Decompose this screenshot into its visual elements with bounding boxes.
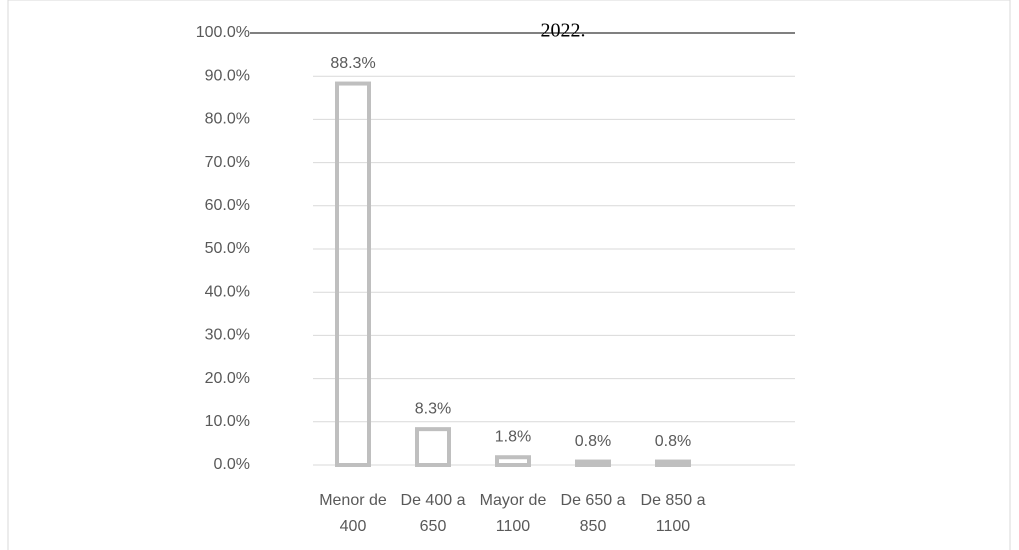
- y-tick-label: 40.0%: [205, 283, 250, 300]
- y-tick-label: 50.0%: [205, 240, 250, 257]
- x-tick-label: De 400 a 650: [400, 492, 466, 535]
- y-tick-label: 80.0%: [205, 111, 250, 128]
- bar: [655, 459, 691, 468]
- x-tick-label: De 650 a 850: [560, 492, 626, 535]
- data-label: 8.3%: [415, 400, 451, 417]
- data-label: 0.8%: [575, 433, 611, 450]
- data-label: 88.3%: [330, 55, 375, 72]
- y-tick-label: 70.0%: [205, 154, 250, 171]
- y-tick-label: 10.0%: [205, 413, 250, 430]
- y-tick-label: 90.0%: [205, 67, 250, 84]
- y-tick-label: 100.0%: [196, 24, 250, 41]
- bar: [335, 81, 371, 467]
- bar: [575, 459, 611, 468]
- y-tick-label: 30.0%: [205, 327, 250, 344]
- frame: [7, 0, 1011, 550]
- chart-title: 2022.: [541, 20, 586, 42]
- x-tick-label: Menor de 400: [319, 492, 387, 535]
- data-label: 0.8%: [655, 433, 691, 450]
- y-tick-label: 0.0%: [214, 456, 250, 473]
- bar: [495, 455, 531, 467]
- data-label: 1.8%: [495, 428, 531, 445]
- x-tick-label: De 850 a 1100: [640, 492, 706, 535]
- y-tick-label: 60.0%: [205, 197, 250, 214]
- y-tick-label: 20.0%: [205, 370, 250, 387]
- bar: [415, 427, 451, 468]
- x-tick-label: Mayor de 1100: [479, 492, 547, 535]
